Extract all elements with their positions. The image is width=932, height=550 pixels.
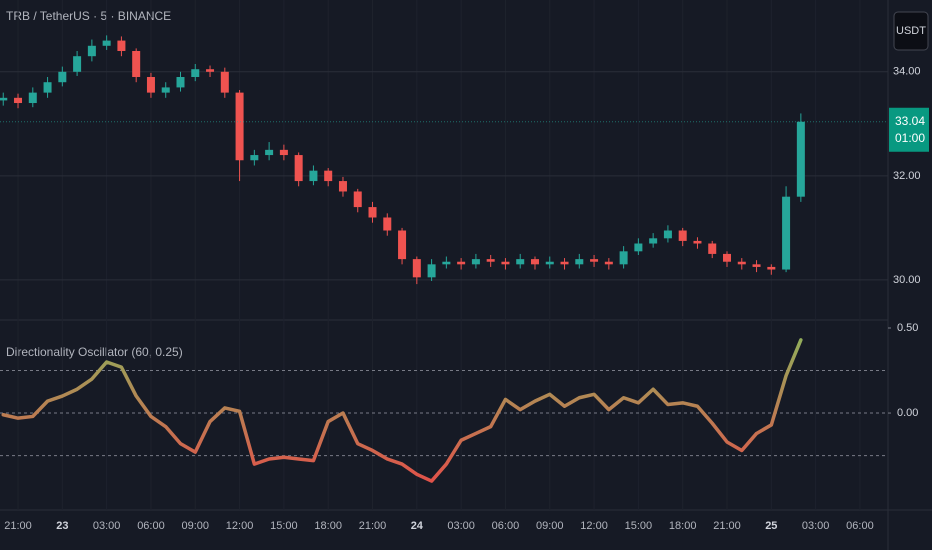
- candle-body: [530, 259, 539, 265]
- y-tick-label: 30.00: [893, 274, 921, 286]
- candle-body: [678, 230, 687, 241]
- candle-body: [309, 170, 318, 182]
- candle-body: [220, 71, 229, 93]
- y-tick-label: 34.00: [893, 66, 921, 78]
- x-tick-label: 21:00: [359, 520, 387, 532]
- x-tick-label: 12:00: [580, 520, 608, 532]
- last-price-box: [889, 107, 929, 152]
- x-tick-label: 23: [56, 520, 68, 532]
- candle-body: [235, 92, 244, 161]
- x-tick-label: 03:00: [93, 520, 121, 532]
- candle-body: [471, 259, 480, 265]
- x-tick-label: 06:00: [846, 520, 874, 532]
- x-tick-label: 15:00: [270, 520, 298, 532]
- x-tick-label: 06:00: [137, 520, 165, 532]
- x-tick-label: 25: [765, 520, 777, 532]
- candle-body: [161, 87, 170, 93]
- candle-body: [294, 155, 303, 182]
- x-tick-label: 15:00: [625, 520, 653, 532]
- y-tick-label: 32.00: [893, 170, 921, 182]
- candle-body: [560, 261, 569, 265]
- candle-body: [58, 71, 67, 83]
- y-tick-label: 0.00: [897, 407, 918, 419]
- candle-body: [634, 243, 643, 252]
- candle-body: [752, 264, 761, 267]
- x-tick-label: 12:00: [226, 520, 254, 532]
- candle-body: [353, 191, 362, 208]
- last-price-label: 33.04: [895, 114, 925, 128]
- x-tick-label: 18:00: [314, 520, 342, 532]
- candle-body: [383, 217, 392, 231]
- candle-body: [545, 261, 554, 265]
- candle-body: [398, 230, 407, 260]
- candle-body: [279, 149, 288, 156]
- candle-body: [663, 230, 672, 239]
- candle-body: [146, 77, 155, 93]
- candle-body: [767, 266, 776, 270]
- x-tick-label: 24: [411, 520, 424, 532]
- countdown-label: 01:00: [895, 131, 925, 145]
- candle-body: [516, 259, 525, 265]
- oscillator-title: Directionality Oscillator (60, 0.25): [6, 345, 183, 359]
- candle-body: [87, 45, 96, 57]
- candle-body: [782, 196, 791, 270]
- candle-body: [43, 82, 52, 93]
- candle-body: [501, 261, 510, 265]
- x-tick-label: 06:00: [492, 520, 520, 532]
- candle-body: [132, 50, 141, 78]
- x-tick-label: 18:00: [669, 520, 697, 532]
- candle-body: [28, 92, 37, 104]
- x-tick-label: 03:00: [447, 520, 475, 532]
- candle-body: [191, 69, 200, 78]
- x-tick-label: 21:00: [713, 520, 741, 532]
- candle-body: [206, 69, 215, 72]
- candle-body: [412, 259, 421, 278]
- candle-body: [176, 77, 185, 88]
- candle-body: [575, 259, 584, 265]
- candle-body: [723, 253, 732, 262]
- candle-body: [368, 207, 377, 218]
- candle-body: [442, 261, 451, 265]
- y-tick-label: 0.50: [897, 322, 918, 334]
- candle-body: [117, 40, 126, 51]
- candle-body: [250, 155, 259, 161]
- candle-body: [708, 243, 717, 254]
- candle-body: [619, 251, 628, 265]
- candle-body: [604, 261, 613, 265]
- candle-body: [14, 97, 23, 104]
- candle-body: [338, 181, 347, 192]
- candle-body: [649, 238, 658, 244]
- x-tick-label: 21:00: [4, 520, 32, 532]
- price-title: TRB / TetherUS · 5 · BINANCE: [6, 9, 171, 23]
- candle-body: [486, 259, 495, 262]
- x-tick-label: 09:00: [181, 520, 209, 532]
- currency-button[interactable]: [893, 11, 929, 51]
- currency-label[interactable]: USDT: [896, 25, 926, 37]
- candle-body: [73, 56, 82, 72]
- candle-body: [737, 261, 746, 265]
- x-tick-label: 03:00: [802, 520, 830, 532]
- candle-body: [427, 264, 436, 278]
- candle-body: [796, 121, 805, 197]
- candle-body: [590, 259, 599, 262]
- candle-body: [324, 170, 333, 182]
- candle-body: [693, 240, 702, 244]
- x-tick-label: 09:00: [536, 520, 564, 532]
- candle-body: [457, 261, 466, 265]
- candle-body: [102, 40, 111, 46]
- oscillator-line: [1, 338, 803, 483]
- candle-body: [265, 149, 274, 156]
- candle-body: [0, 97, 8, 101]
